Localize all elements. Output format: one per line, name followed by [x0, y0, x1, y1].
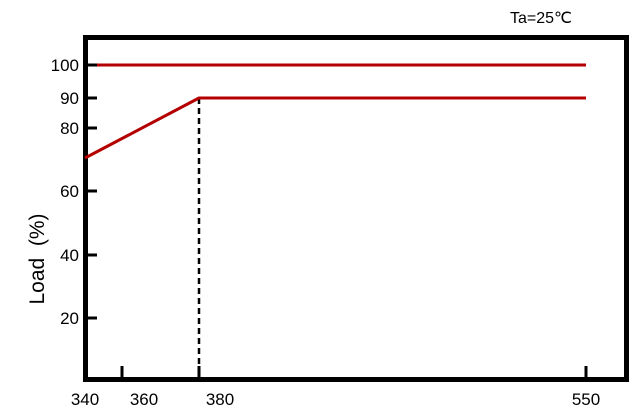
y-axis-ticks: 100 90 80 60 40 20: [51, 56, 97, 328]
y-tick-label-90: 90: [60, 89, 79, 108]
y-tick-label-80: 80: [60, 119, 79, 138]
y-tick-label-40: 40: [60, 246, 79, 265]
series-layer: [84, 63, 586, 160]
plot-frame: [83, 35, 629, 382]
temperature-annotation: Ta=25℃: [510, 10, 572, 27]
y-tick-label-20: 20: [60, 309, 79, 328]
x-tick-label-340: 340: [71, 390, 99, 409]
x-tick-label-360: 360: [130, 390, 158, 409]
y-tick-label-100: 100: [51, 56, 79, 75]
x-axis-ticks: 340 360 380 550: [71, 366, 600, 409]
y-tick-label-60: 60: [60, 182, 79, 201]
x-tick-label-380: 380: [206, 390, 234, 409]
series-line-2: [84, 96, 586, 160]
x-tick-label-550: 550: [572, 390, 600, 409]
y-axis-title: Load (%): [26, 213, 49, 304]
